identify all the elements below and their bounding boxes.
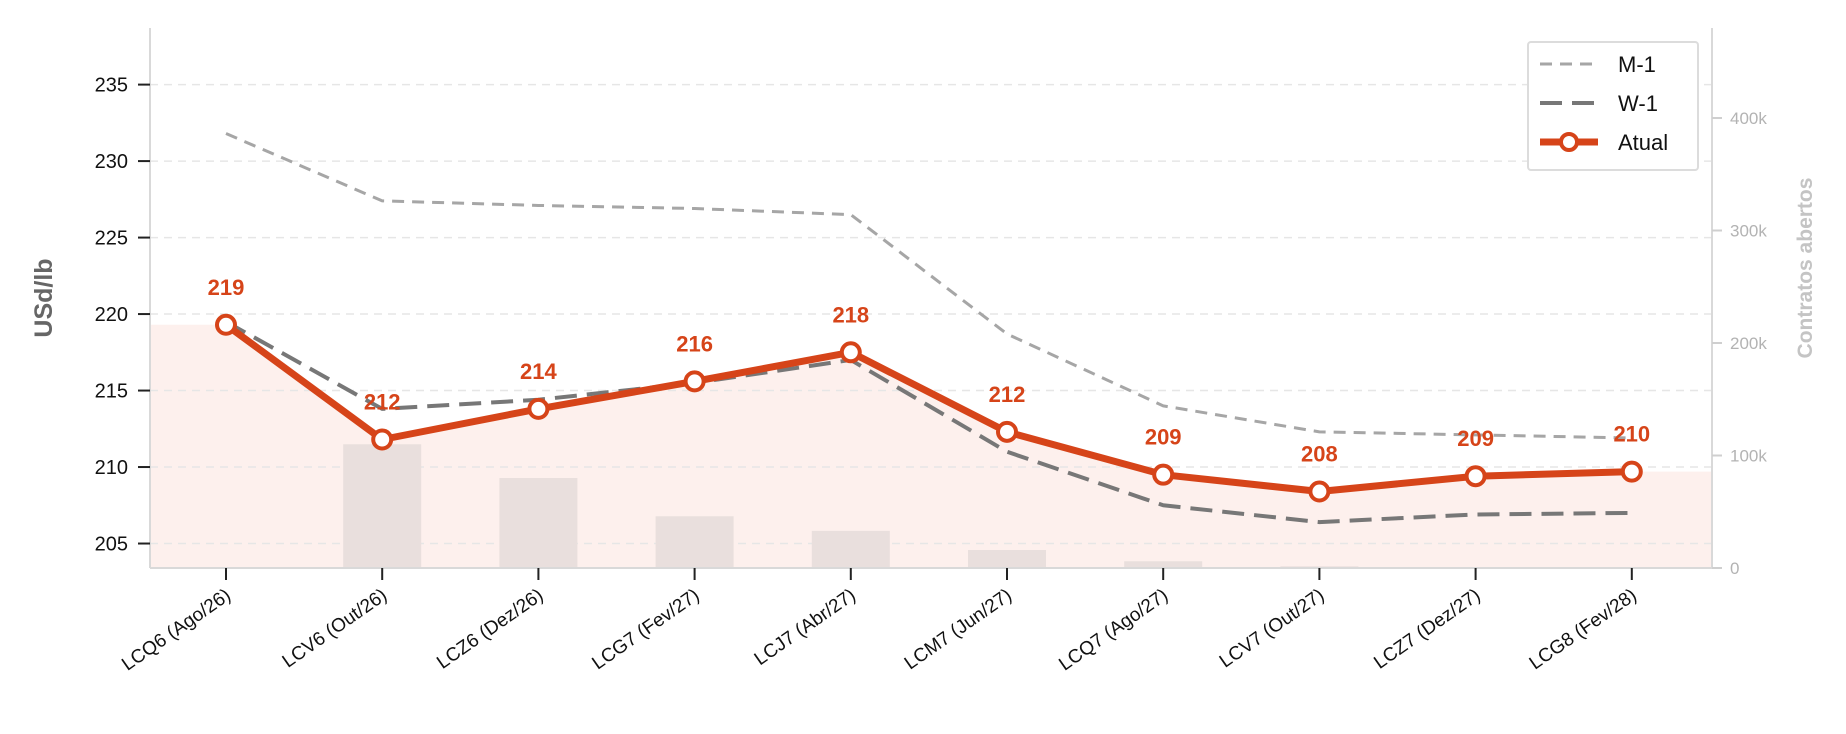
data-label: 212 bbox=[989, 382, 1026, 407]
data-label: 210 bbox=[1613, 422, 1650, 447]
legend-label: M-1 bbox=[1618, 52, 1656, 77]
series-line-w-1 bbox=[225, 319, 1632, 525]
legend-label: Atual bbox=[1618, 130, 1668, 155]
x-tick-label: LCV6 (Out/26) bbox=[279, 585, 391, 672]
data-label: 209 bbox=[1457, 426, 1494, 451]
x-tick-label: LCV7 (Out/27) bbox=[1216, 585, 1328, 672]
open-interest-bar bbox=[343, 444, 422, 568]
x-tick-label: LCJ7 (Abr/27) bbox=[751, 585, 860, 670]
x-tick-label: LCZ6 (Dez/26) bbox=[433, 585, 547, 674]
legend-label: W-1 bbox=[1618, 91, 1658, 116]
y-tick-label: 235 bbox=[95, 75, 128, 97]
series-line-m-1 bbox=[225, 132, 1632, 440]
y-tick-label: 225 bbox=[95, 228, 128, 250]
data-point bbox=[1152, 463, 1175, 486]
open-interest-bar bbox=[655, 516, 734, 568]
open-interest-bar bbox=[499, 478, 578, 568]
x-tick-label: LCQ7 (Ago/27) bbox=[1055, 585, 1172, 676]
x-tick-label: LCG7 (Fev/27) bbox=[588, 585, 703, 674]
x-tick-label: LCZ7 (Dez/27) bbox=[1370, 585, 1484, 674]
data-label: 214 bbox=[520, 359, 557, 384]
data-point bbox=[1464, 465, 1487, 488]
data-point bbox=[683, 370, 706, 393]
x-tick-label: LCM7 (Jun/27) bbox=[901, 585, 1016, 674]
data-label: 209 bbox=[1145, 425, 1182, 450]
y2-tick-label: 200k bbox=[1730, 334, 1767, 353]
data-label: 208 bbox=[1301, 442, 1338, 467]
x-tick-label: LCQ6 (Ago/26) bbox=[118, 585, 235, 676]
data-label: 219 bbox=[208, 275, 245, 300]
data-point bbox=[1308, 480, 1331, 503]
data-point bbox=[1620, 460, 1643, 483]
data-point bbox=[215, 313, 237, 336]
data-point bbox=[839, 341, 862, 364]
y2-axis-title: Contratos abertos bbox=[1794, 178, 1817, 359]
y2-tick-label: 0 bbox=[1730, 559, 1739, 578]
series-line-atual bbox=[223, 321, 1632, 496]
data-label: 216 bbox=[676, 331, 713, 356]
y-tick-label: 220 bbox=[95, 304, 128, 326]
y2-tick-label: 400k bbox=[1730, 109, 1767, 128]
data-point bbox=[371, 428, 394, 451]
data-label: 212 bbox=[364, 390, 401, 415]
y2-tick-label: 100k bbox=[1730, 447, 1767, 466]
open-interest-bar bbox=[968, 550, 1046, 568]
x-tick-label: LCG8 (Fev/28) bbox=[1526, 585, 1641, 674]
y2-tick-label: 300k bbox=[1730, 222, 1767, 241]
legend-marker-atual bbox=[1559, 132, 1579, 152]
data-point bbox=[996, 420, 1018, 443]
open-interest-bar bbox=[811, 530, 890, 568]
legend-box bbox=[1527, 41, 1699, 171]
data-point bbox=[527, 397, 550, 420]
y-tick-label: 205 bbox=[95, 534, 128, 556]
y-tick-label: 215 bbox=[95, 381, 128, 403]
y-tick-label: 230 bbox=[95, 151, 128, 173]
data-label: 218 bbox=[832, 302, 869, 327]
y-tick-label: 210 bbox=[95, 457, 128, 479]
y-axis-title: USd/lb bbox=[30, 258, 58, 337]
open-interest-bar bbox=[1124, 561, 1203, 568]
